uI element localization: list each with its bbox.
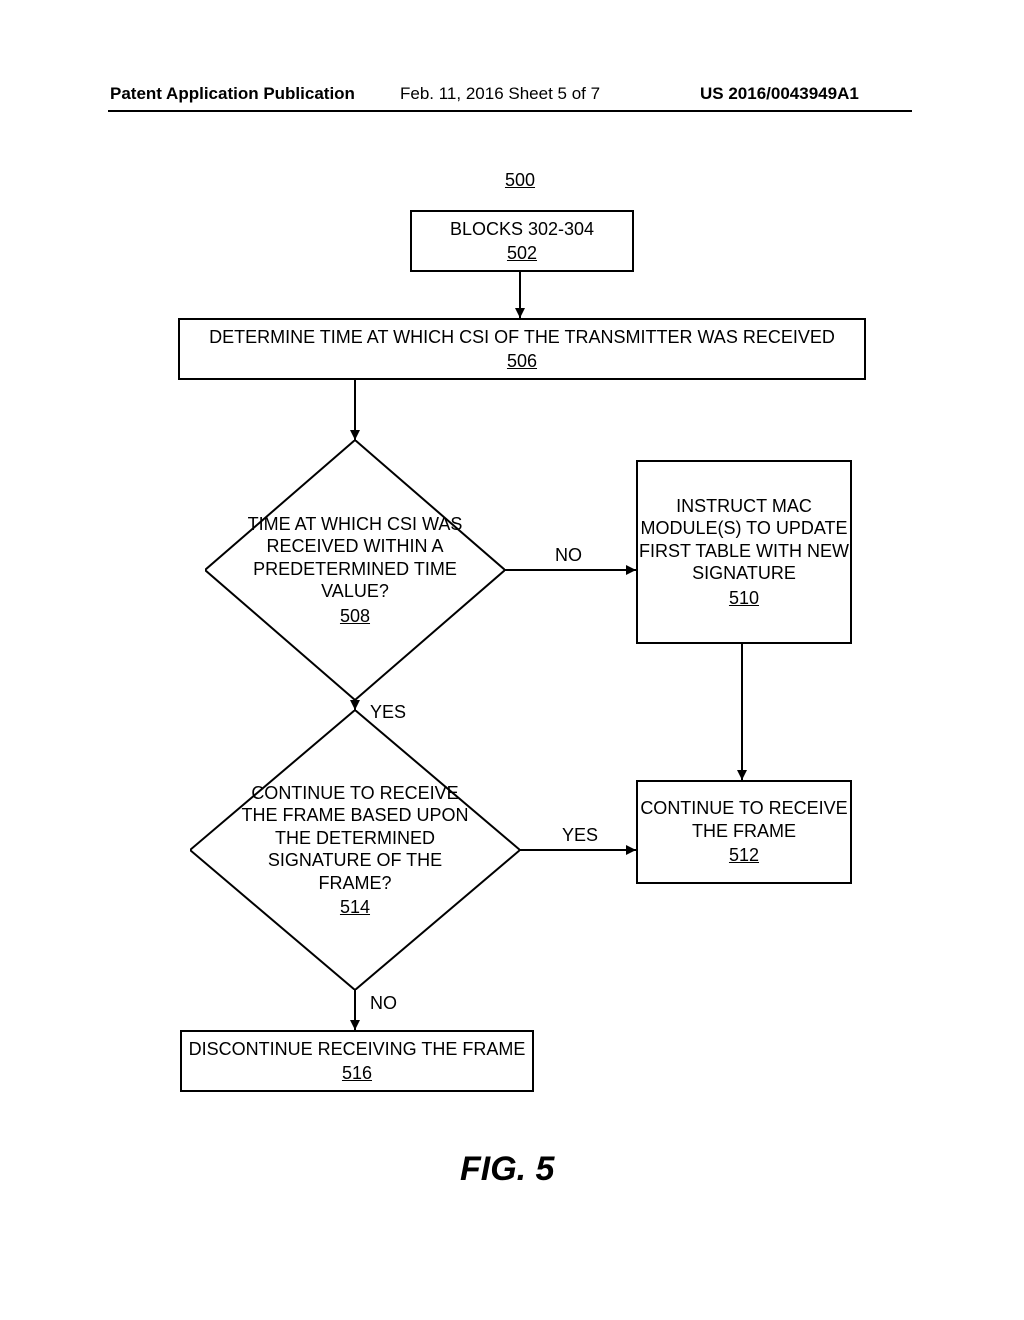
node-516-text: DISCONTINUE RECEIVING THE FRAME xyxy=(189,1038,526,1061)
node-508-num: 508 xyxy=(340,605,370,628)
node-506-num: 506 xyxy=(507,350,537,373)
node-516-num: 516 xyxy=(342,1062,372,1085)
flow-arrows xyxy=(0,0,1024,1320)
node-502: BLOCKS 302-304 502 xyxy=(410,210,634,272)
node-510-text: INSTRUCT MAC MODULE(S) TO UPDATE FIRST T… xyxy=(638,495,850,585)
node-506-text: DETERMINE TIME AT WHICH CSI OF THE TRANS… xyxy=(209,326,835,349)
node-512-text: CONTINUE TO RECEIVE THE FRAME xyxy=(638,797,850,842)
node-512-num: 512 xyxy=(729,844,759,867)
node-514: CONTINUE TO RECEIVE THE FRAME BASED UPON… xyxy=(240,765,470,935)
figure-caption: FIG. 5 xyxy=(460,1150,554,1189)
node-510: INSTRUCT MAC MODULE(S) TO UPDATE FIRST T… xyxy=(636,460,852,644)
node-508-text: TIME AT WHICH CSI WAS RECEIVED WITHIN A … xyxy=(245,513,465,603)
edge-label-508-yes: YES xyxy=(370,702,406,723)
node-514-text: CONTINUE TO RECEIVE THE FRAME BASED UPON… xyxy=(240,782,470,895)
edge-label-514-yes: YES xyxy=(562,825,598,846)
node-514-num: 514 xyxy=(340,896,370,919)
node-516: DISCONTINUE RECEIVING THE FRAME 516 xyxy=(180,1030,534,1092)
edge-label-514-no: NO xyxy=(370,993,397,1014)
node-502-text: BLOCKS 302-304 xyxy=(450,218,594,241)
node-502-num: 502 xyxy=(507,242,537,265)
node-512: CONTINUE TO RECEIVE THE FRAME 512 xyxy=(636,780,852,884)
edge-label-508-no: NO xyxy=(555,545,582,566)
node-510-num: 510 xyxy=(729,587,759,610)
node-508: TIME AT WHICH CSI WAS RECEIVED WITHIN A … xyxy=(245,495,465,645)
page: Patent Application Publication Feb. 11, … xyxy=(0,0,1024,1320)
node-506: DETERMINE TIME AT WHICH CSI OF THE TRANS… xyxy=(178,318,866,380)
